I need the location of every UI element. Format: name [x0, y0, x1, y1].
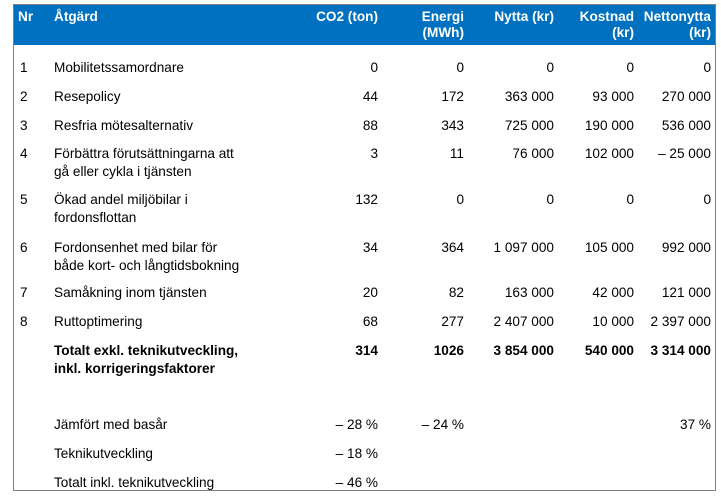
compare-energi: – 24 %	[421, 417, 464, 432]
table-row: 1 Mobilitetssamordnare 0 0 0 0 0	[14, 59, 715, 88]
row-kostnad: 42 000	[592, 285, 634, 300]
table-container: Nr Åtgärd CO2 (ton) Energi (MWh) Nytta (k…	[13, 4, 716, 491]
header-row: Nr Åtgärd CO2 (ton) Energi (MWh) Nytta (k…	[14, 5, 715, 45]
row-kostnad: 190 000	[584, 118, 634, 133]
row-atgard: Fordonsenhet med bilar för både kort- och…	[54, 240, 240, 273]
measures-table: Nr Åtgärd CO2 (ton) Energi (MWh) Nytta (k…	[14, 5, 715, 496]
row-nr: 6	[20, 240, 28, 255]
row-nytta: 2 407 000	[493, 314, 554, 329]
table-row: 5 Ökad andel miljöbilar i fordonsflottan …	[14, 191, 715, 239]
row-co2: 68	[362, 314, 378, 329]
row-nettonytta: 536 000	[661, 118, 711, 133]
compare-row: Jämfört med basår – 28 % – 24 % 37 %	[14, 416, 715, 445]
row-nytta: 76 000	[512, 146, 554, 161]
row-nettonytta: 0	[703, 192, 711, 207]
row-nr: 4	[20, 146, 28, 161]
row-nr: 5	[20, 192, 28, 207]
row-atgard: Mobilitetssamordnare	[54, 60, 184, 75]
row-nytta: 363 000	[504, 89, 554, 104]
total-energi: 1026	[433, 343, 464, 358]
row-energi: 11	[449, 146, 464, 161]
total-inkl-co2: – 46 %	[335, 475, 378, 490]
total-row: Totalt exkl. teknikutveckling, inkl. korr…	[14, 342, 715, 416]
header-nr: Nr	[18, 9, 34, 24]
header-nettonytta: Nettonytta (kr)	[643, 9, 711, 40]
total-co2: 314	[355, 343, 378, 358]
row-atgard: Ruttoptimering	[54, 314, 143, 329]
row-energi: 0	[456, 60, 464, 75]
row-energi: 343	[441, 118, 464, 133]
row-nr: 1	[20, 60, 28, 75]
table-row: 3 Resfria mötesalternativ 88 343 725 000…	[14, 117, 715, 145]
total-nettonytta: 3 314 000	[650, 343, 711, 358]
row-nettonytta: 270 000	[661, 89, 711, 104]
row-co2: 132	[355, 192, 378, 207]
row-kostnad: 105 000	[584, 240, 634, 255]
total-kostnad: 540 000	[584, 343, 634, 358]
header-energi: Energi (MWh)	[421, 9, 464, 40]
total-inkl-row: Totalt inkl. teknikutveckling – 46 %	[14, 474, 715, 496]
row-kostnad: 102 000	[584, 146, 634, 161]
table-row: 6 Fordonsenhet med bilar för både kort- o…	[14, 239, 715, 284]
row-kostnad: 93 000	[592, 89, 634, 104]
row-energi: 277	[441, 314, 464, 329]
row-kostnad: 10 000	[592, 314, 634, 329]
row-energi: 364	[441, 240, 464, 255]
row-atgard: Förbättra förutsättningarna att gå eller …	[54, 146, 234, 179]
header-atgard: Åtgärd	[54, 9, 98, 24]
compare-co2: – 28 %	[335, 417, 378, 432]
compare-nettonytta: 37 %	[680, 417, 711, 432]
row-nytta: 163 000	[504, 285, 554, 300]
teknik-label: Teknikutveckling	[54, 446, 153, 461]
row-nr: 8	[20, 314, 28, 329]
row-nytta: 0	[546, 60, 554, 75]
row-atgard: Resepolicy	[54, 89, 121, 104]
row-kostnad: 0	[626, 60, 634, 75]
row-nr: 3	[20, 118, 28, 133]
row-atgard: Samåkning inom tjänsten	[54, 285, 207, 300]
row-nettonytta: – 25 000	[658, 146, 711, 161]
header-kostnad: Kostnad (kr)	[579, 9, 634, 40]
row-energi: 82	[448, 285, 464, 300]
row-nytta: 1 097 000	[493, 240, 554, 255]
row-nettonytta: 0	[703, 60, 711, 75]
row-nettonytta: 121 000	[661, 285, 711, 300]
row-co2: 88	[362, 118, 378, 133]
total-label: Totalt exkl. teknikutveckling, inkl. korr…	[54, 343, 239, 376]
teknik-row: Teknikutveckling – 18 %	[14, 445, 715, 474]
row-co2: 0	[370, 60, 378, 75]
row-atgard: Ökad andel miljöbilar i fordonsflottan	[54, 192, 188, 225]
table-row: 7 Samåkning inom tjänsten 20 82 163 000 …	[14, 284, 715, 313]
header-co2: CO2 (ton)	[316, 9, 378, 24]
row-energi: 0	[456, 192, 464, 207]
teknik-co2: – 18 %	[335, 446, 378, 461]
row-nr: 2	[20, 89, 28, 104]
row-energi: 172	[441, 89, 464, 104]
compare-label: Jämfört med basår	[54, 417, 168, 432]
table-row: 4 Förbättra förutsättningarna att gå elle…	[14, 145, 715, 191]
total-nytta: 3 854 000	[493, 343, 554, 358]
row-nettonytta: 992 000	[661, 240, 711, 255]
table-row: 2 Resepolicy 44 172 363 000 93 000 270 0…	[14, 88, 715, 117]
row-nr: 7	[20, 285, 28, 300]
row-nettonytta: 2 397 000	[650, 314, 711, 329]
row-nytta: 725 000	[504, 118, 554, 133]
row-co2: 44	[362, 89, 378, 104]
row-nytta: 0	[546, 192, 554, 207]
header-nytta: Nytta (kr)	[494, 9, 554, 24]
row-co2: 20	[362, 285, 378, 300]
row-kostnad: 0	[626, 192, 634, 207]
table-row: 8 Ruttoptimering 68 277 2 407 000 10 000…	[14, 313, 715, 342]
row-co2: 3	[370, 146, 378, 161]
row-co2: 34	[362, 240, 378, 255]
row-atgard: Resfria mötesalternativ	[54, 118, 194, 133]
total-inkl-label: Totalt inkl. teknikutveckling	[54, 475, 215, 490]
